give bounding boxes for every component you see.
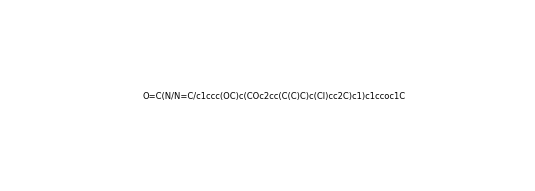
- Text: O=C(N/N=C/c1ccc(OC)c(COc2cc(C(C)C)c(Cl)cc2C)c1)c1ccoc1C: O=C(N/N=C/c1ccc(OC)c(COc2cc(C(C)C)c(Cl)c…: [143, 92, 406, 101]
